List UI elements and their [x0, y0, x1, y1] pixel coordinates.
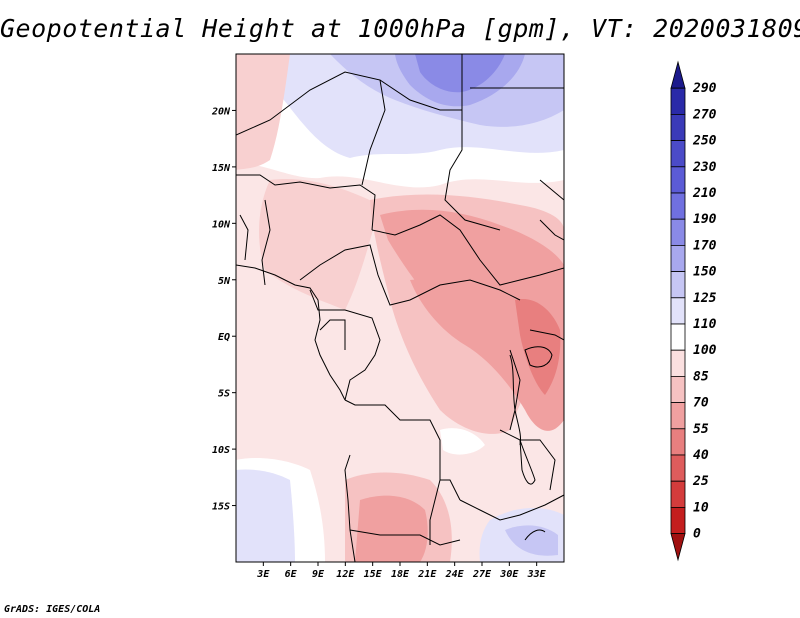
colorbar-label: 170: [693, 238, 717, 253]
colorbar-label: 210: [692, 186, 717, 201]
lon-tick-label: 6E: [285, 569, 298, 580]
colorbar-segment: [670, 87, 686, 115]
lon-tick-label: 30E: [499, 569, 519, 580]
colorbar-segment: [670, 375, 686, 403]
colorbar-segment: [670, 454, 686, 482]
lon-tick-label: 3E: [256, 569, 270, 580]
lat-tick-label: 10N: [212, 219, 231, 230]
colorbar-label: 55: [693, 422, 709, 437]
lat-tick-label: 20N: [211, 106, 231, 117]
lat-tick-label: 5S: [218, 389, 230, 400]
colorbar-segment: [670, 428, 686, 456]
colorbar-label: 85: [693, 369, 709, 384]
colorbar-label: 190: [693, 212, 717, 227]
colorbar-label: 230: [692, 160, 717, 175]
colorbar-segment: [670, 271, 686, 299]
lat-tick-label: 15N: [212, 163, 231, 174]
colorbar-label: 125: [693, 291, 717, 306]
colorbar-segment: [670, 323, 686, 351]
colorbar-label: 290: [692, 81, 717, 96]
colorbar-label: 150: [693, 265, 717, 280]
lon-tick-label: 27E: [472, 569, 492, 580]
colorbar-segment: [670, 140, 686, 168]
chart-title: Geopotential Height at 1000hPa [gpm], VT…: [0, 14, 800, 43]
colorbar-segment: [670, 244, 686, 272]
lon-tick-label: 33E: [527, 569, 547, 580]
lon-tick-label: 12E: [336, 569, 355, 580]
colorbar-segment: [670, 349, 686, 377]
colorbar-segment: [670, 297, 686, 325]
colorbar-label: 250: [692, 134, 717, 149]
colorbar-segment: [670, 166, 686, 194]
colorbar-label: 10: [693, 500, 709, 515]
lon-tick-label: 9E: [312, 569, 325, 580]
colorbar-label: 100: [693, 343, 717, 358]
latitude-axis: 20N 15N 10N 5N EQ 5S 10S 15S: [211, 106, 236, 513]
country-borders: [236, 54, 564, 562]
colorbar-label: 270: [692, 107, 717, 122]
colorbar-label: 25: [692, 474, 709, 489]
lon-tick-label: 24E: [445, 569, 465, 580]
colorbar: 2902702502302101901701501251101008570554…: [670, 60, 717, 562]
longitude-axis: 3E 6E 9E 12E 15E 18E 21E 24E 27E 30E 33E: [256, 562, 547, 580]
colorbar-segment: [670, 480, 686, 508]
colorbar-segment: [670, 506, 686, 534]
lat-tick-label: 5N: [218, 276, 231, 287]
colorbar-segment: [670, 192, 686, 220]
lat-tick-label: 15S: [212, 502, 230, 513]
colorbar-label: 40: [693, 448, 709, 463]
lon-tick-label: 21E: [417, 569, 437, 580]
grads-credit: GrADS: IGES/COLA: [4, 604, 101, 615]
colorbar-segment: [670, 402, 686, 430]
colorbar-segment: [670, 60, 686, 89]
colorbar-label: 0: [693, 527, 701, 542]
lat-tick-label: EQ: [218, 332, 230, 343]
lon-tick-label: 18E: [391, 569, 410, 580]
colorbar-segment: [670, 114, 686, 142]
height-field: [236, 54, 564, 562]
colorbar-label: 110: [693, 317, 717, 332]
colorbar-segment: [670, 218, 686, 246]
lon-tick-label: 15E: [364, 569, 383, 580]
lat-tick-label: 10S: [212, 445, 230, 456]
colorbar-segment: [670, 533, 686, 562]
colorbar-label: 70: [693, 396, 709, 411]
